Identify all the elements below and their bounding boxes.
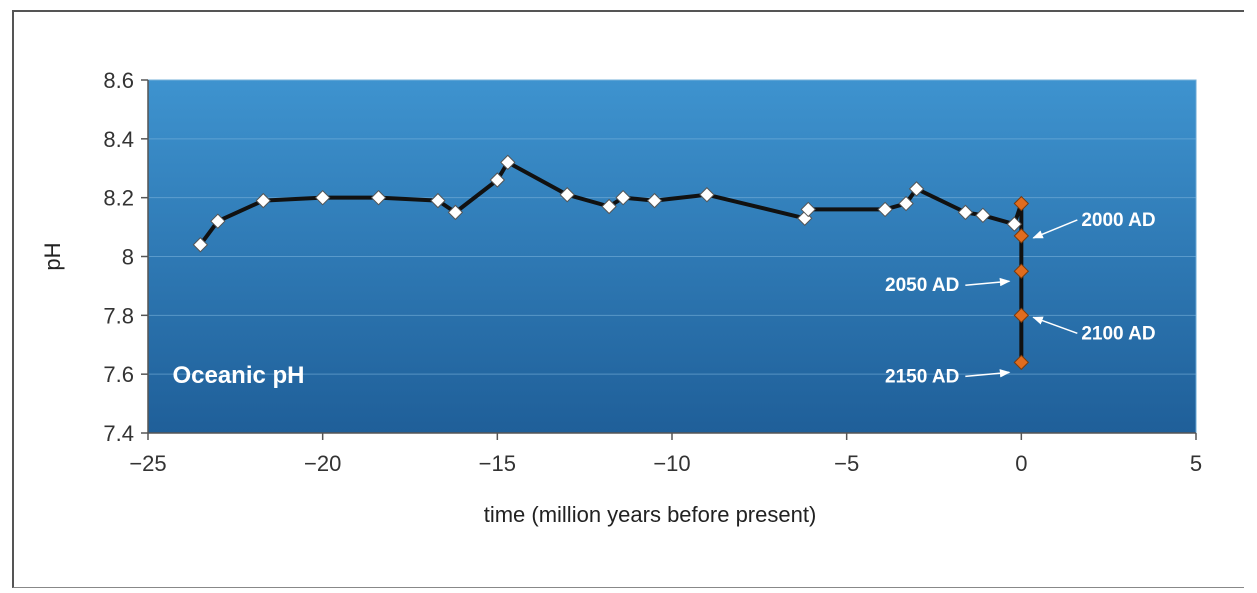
projection-point — [1013, 307, 1030, 324]
axes: 7.4 7.6 7.8 8 8.2 8.4 8.6 −25 −20 −15 −10 −5 0 5 — [103, 68, 1202, 476]
annotation-arrow — [1032, 219, 1078, 239]
historical-point — [957, 204, 974, 221]
historical-point — [489, 172, 506, 188]
y-tick-label: 7.4 — [103, 421, 134, 446]
x-tick-label: 5 — [1190, 451, 1202, 476]
historical-point — [975, 207, 991, 224]
y-axis-title: pH — [40, 242, 65, 270]
annotation-label: 2150 AD — [885, 366, 959, 387]
y-tick-label: 8.4 — [103, 127, 134, 152]
projection-point — [1013, 228, 1030, 244]
figure-frame — [12, 10, 1244, 588]
historical-point — [370, 189, 387, 206]
historical-point — [646, 192, 663, 209]
historical-point — [210, 213, 226, 229]
y-tick-label: 8.6 — [103, 68, 134, 93]
historical-point — [877, 201, 893, 218]
historical-point — [255, 192, 271, 209]
historical-point — [699, 187, 715, 203]
projection-point — [1013, 195, 1030, 212]
x-tick-label: −5 — [834, 451, 859, 476]
historical-point — [615, 189, 631, 206]
x-tick-label: −25 — [129, 451, 166, 476]
x-tick-label: −15 — [479, 451, 516, 476]
annotation-label: 2100 AD — [1081, 323, 1155, 344]
x-tick-label: −10 — [653, 451, 690, 476]
y-tick-label: 8.2 — [103, 186, 134, 211]
y-tick-label: 7.8 — [103, 303, 134, 328]
historical-point — [800, 201, 816, 218]
projection-point — [1013, 354, 1030, 371]
x-axis-title: time (million years before present) — [484, 502, 817, 527]
historical-point — [192, 237, 209, 253]
panel-label: Oceanic pH — [172, 362, 304, 389]
historical-point — [908, 181, 925, 197]
x-tick-label: −20 — [304, 451, 341, 476]
historical-point — [430, 192, 446, 209]
annotation-label: 2000 AD — [1081, 210, 1155, 231]
historical-point — [447, 204, 464, 221]
historical-point — [898, 195, 914, 212]
historical-point — [500, 154, 516, 171]
historical-point — [559, 187, 575, 203]
annotation-arrow — [965, 369, 1011, 378]
y-tick-label: 7.6 — [103, 362, 134, 387]
data-series — [192, 154, 1030, 371]
annotations: 2000 AD 2050 AD 2100 AD 2150 AD — [885, 210, 1156, 387]
historical-point — [314, 189, 331, 206]
y-tick-label: 8 — [122, 245, 134, 270]
annotation-arrow — [965, 277, 1011, 287]
historical-point — [1006, 216, 1023, 232]
annotation-label: 2050 AD — [885, 275, 959, 296]
projection-point — [1013, 263, 1030, 279]
historical-point — [601, 198, 617, 215]
annotation-arrow — [1032, 316, 1078, 335]
x-tick-label: 0 — [1015, 451, 1027, 476]
